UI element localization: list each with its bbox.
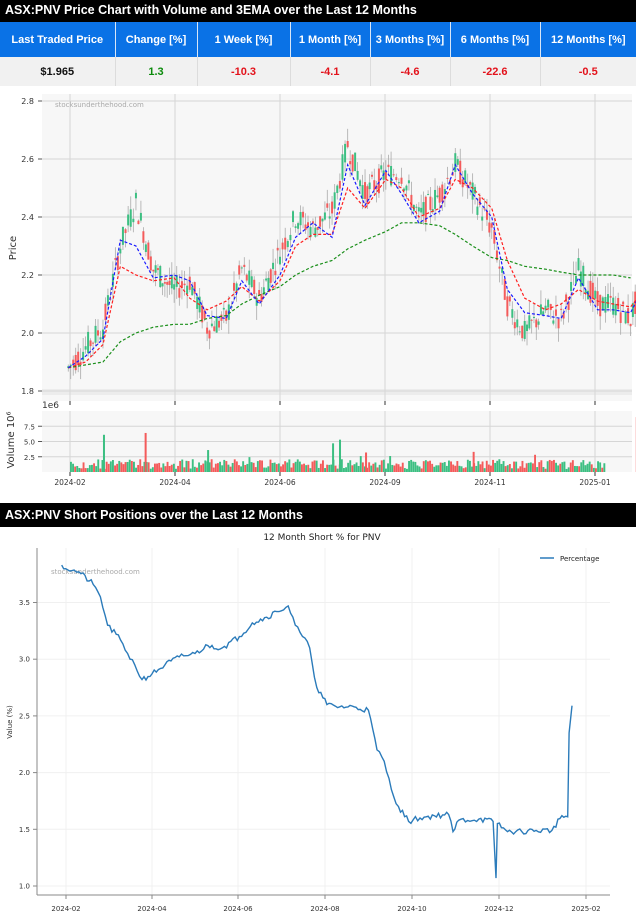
svg-text:2.4: 2.4 <box>21 213 34 222</box>
svg-text:2024-10: 2024-10 <box>397 905 426 913</box>
value-12-months: -0.5 <box>540 57 636 86</box>
header-1-week: 1 Week [%] <box>197 22 291 57</box>
svg-text:2.2: 2.2 <box>21 271 34 280</box>
value-change: 1.3 <box>115 57 198 86</box>
stats-value-row: $1.965 1.3 -10.3 -4.1 -4.6 -22.6 -0.5 <box>0 57 636 86</box>
header-12-months: 12 Months [%] <box>540 22 636 57</box>
short-y-label: Value (%) <box>6 705 14 739</box>
svg-text:3.0: 3.0 <box>19 656 30 664</box>
svg-text:1.8: 1.8 <box>21 387 34 396</box>
volume-x-axis: 2024-02 2024-04 2024-06 2024-09 2024-11 2025-… <box>54 472 611 487</box>
svg-text:1.5: 1.5 <box>19 826 30 834</box>
volume-offset-label: 1e6 <box>42 401 59 411</box>
short-x-axis: 2024-02 2024-04 2024-06 2024-08 2024-10 2024-… <box>51 895 601 913</box>
value-1-month: -4.1 <box>290 57 371 86</box>
header-change: Change [%] <box>115 22 198 57</box>
svg-text:2024-11: 2024-11 <box>474 478 506 487</box>
svg-text:2024-12: 2024-12 <box>484 905 513 913</box>
value-6-months: -22.6 <box>450 57 541 86</box>
volume-bars <box>70 417 636 472</box>
price-y-axis: 1.8 2.0 2.2 2.4 2.6 2.8 <box>21 97 42 396</box>
svg-text:2024-08: 2024-08 <box>310 905 339 913</box>
stats-header-row: Last Traded Price Change [%] 1 Week [%] … <box>0 22 636 57</box>
short-watermark: stocksunderthehood.com <box>51 568 140 576</box>
header-last-traded-price: Last Traded Price <box>0 22 116 57</box>
svg-text:2024-06: 2024-06 <box>264 478 296 487</box>
svg-text:2024-04: 2024-04 <box>137 905 167 913</box>
svg-text:2024-06: 2024-06 <box>223 905 253 913</box>
short-y-axis: 1.0 1.5 2.0 2.5 3.0 3.5 <box>19 599 37 891</box>
value-last-traded-price: $1.965 <box>0 57 116 86</box>
value-1-week: -10.3 <box>197 57 291 86</box>
header-1-month: 1 Month [%] <box>290 22 371 57</box>
legend-label-percentage: Percentage <box>560 555 599 563</box>
ema-short-line <box>67 162 636 369</box>
svg-text:3.5: 3.5 <box>19 599 30 607</box>
svg-text:2.8: 2.8 <box>21 97 34 106</box>
volume-y-label: Volume 10⁶ <box>6 411 17 468</box>
svg-text:2025-02: 2025-02 <box>571 905 600 913</box>
volume-grid: 2.5 5.0 7.5 <box>24 411 632 472</box>
ema-long-line <box>68 222 631 369</box>
svg-text:2024-09: 2024-09 <box>369 478 401 487</box>
price-stats-table: Last Traded Price Change [%] 1 Week [%] … <box>0 22 636 86</box>
svg-text:2024-02: 2024-02 <box>54 478 86 487</box>
short-chart-title: ASX:PNV Short Positions over the Last 12… <box>0 503 636 527</box>
svg-text:2.0: 2.0 <box>21 329 34 338</box>
price-watermark: stocksunderthehood.com <box>55 101 144 109</box>
short-chart-subtitle: 12 Month Short % for PNV <box>263 533 381 543</box>
header-3-months: 3 Months [%] <box>370 22 451 57</box>
svg-text:2025-01: 2025-01 <box>579 478 611 487</box>
svg-text:1.0: 1.0 <box>19 883 30 891</box>
short-percentage-line <box>61 564 573 879</box>
price-chart-title: ASX:PNV Price Chart with Volume and 3EMA… <box>0 0 636 22</box>
svg-text:2.6: 2.6 <box>21 155 34 164</box>
header-6-months: 6 Months [%] <box>450 22 541 57</box>
price-volume-chart: 1.8 2.0 2.2 2.4 2.6 2.8 Price stocksundertheh… <box>6 94 636 487</box>
svg-text:5.0: 5.0 <box>24 439 35 447</box>
price-plot-bottom-band <box>42 389 632 395</box>
svg-text:2.0: 2.0 <box>19 769 30 777</box>
svg-text:2.5: 2.5 <box>24 454 35 462</box>
svg-text:2024-02: 2024-02 <box>51 905 80 913</box>
short-legend: Percentage <box>540 555 599 563</box>
price-y-label: Price <box>8 236 19 260</box>
price-grid <box>42 94 632 405</box>
short-positions-chart: 12 Month Short % for PNV 1.0 1.5 2.0 2.5 3.0… <box>6 533 610 913</box>
svg-text:2.5: 2.5 <box>19 712 30 720</box>
value-3-months: -4.6 <box>370 57 451 86</box>
svg-text:7.5: 7.5 <box>24 423 35 431</box>
short-grid <box>37 548 610 895</box>
svg-text:2024-04: 2024-04 <box>159 478 191 487</box>
price-plot-area <box>42 94 632 401</box>
